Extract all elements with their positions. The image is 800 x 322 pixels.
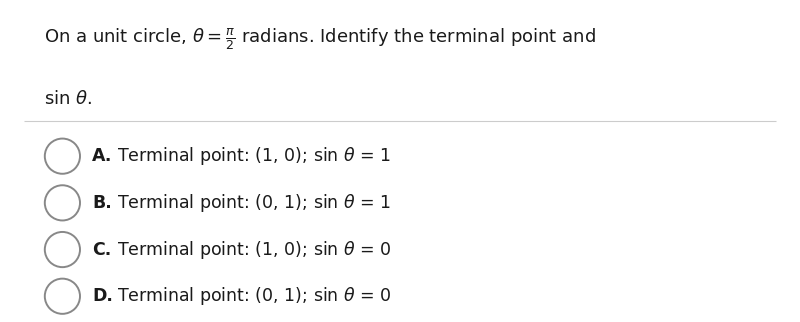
Text: Terminal point: (0, 1); sin $\theta$ = 1: Terminal point: (0, 1); sin $\theta$ = 1 <box>106 192 391 214</box>
Text: sin $\theta$.: sin $\theta$. <box>44 90 92 108</box>
Text: Terminal point: (0, 1); sin $\theta$ = 0: Terminal point: (0, 1); sin $\theta$ = 0 <box>106 285 392 307</box>
Text: B.: B. <box>92 194 112 212</box>
Text: A.: A. <box>92 147 112 165</box>
Text: C.: C. <box>92 241 111 259</box>
Text: Terminal point: (1, 0); sin $\theta$ = 0: Terminal point: (1, 0); sin $\theta$ = 0 <box>106 239 392 260</box>
Text: On a unit circle, $\theta = \frac{\pi}{2}$ radians. Identify the terminal point : On a unit circle, $\theta = \frac{\pi}{2… <box>44 26 596 52</box>
Text: D.: D. <box>92 287 113 305</box>
Text: Terminal point: (1, 0); sin $\theta$ = 1: Terminal point: (1, 0); sin $\theta$ = 1 <box>106 145 391 167</box>
